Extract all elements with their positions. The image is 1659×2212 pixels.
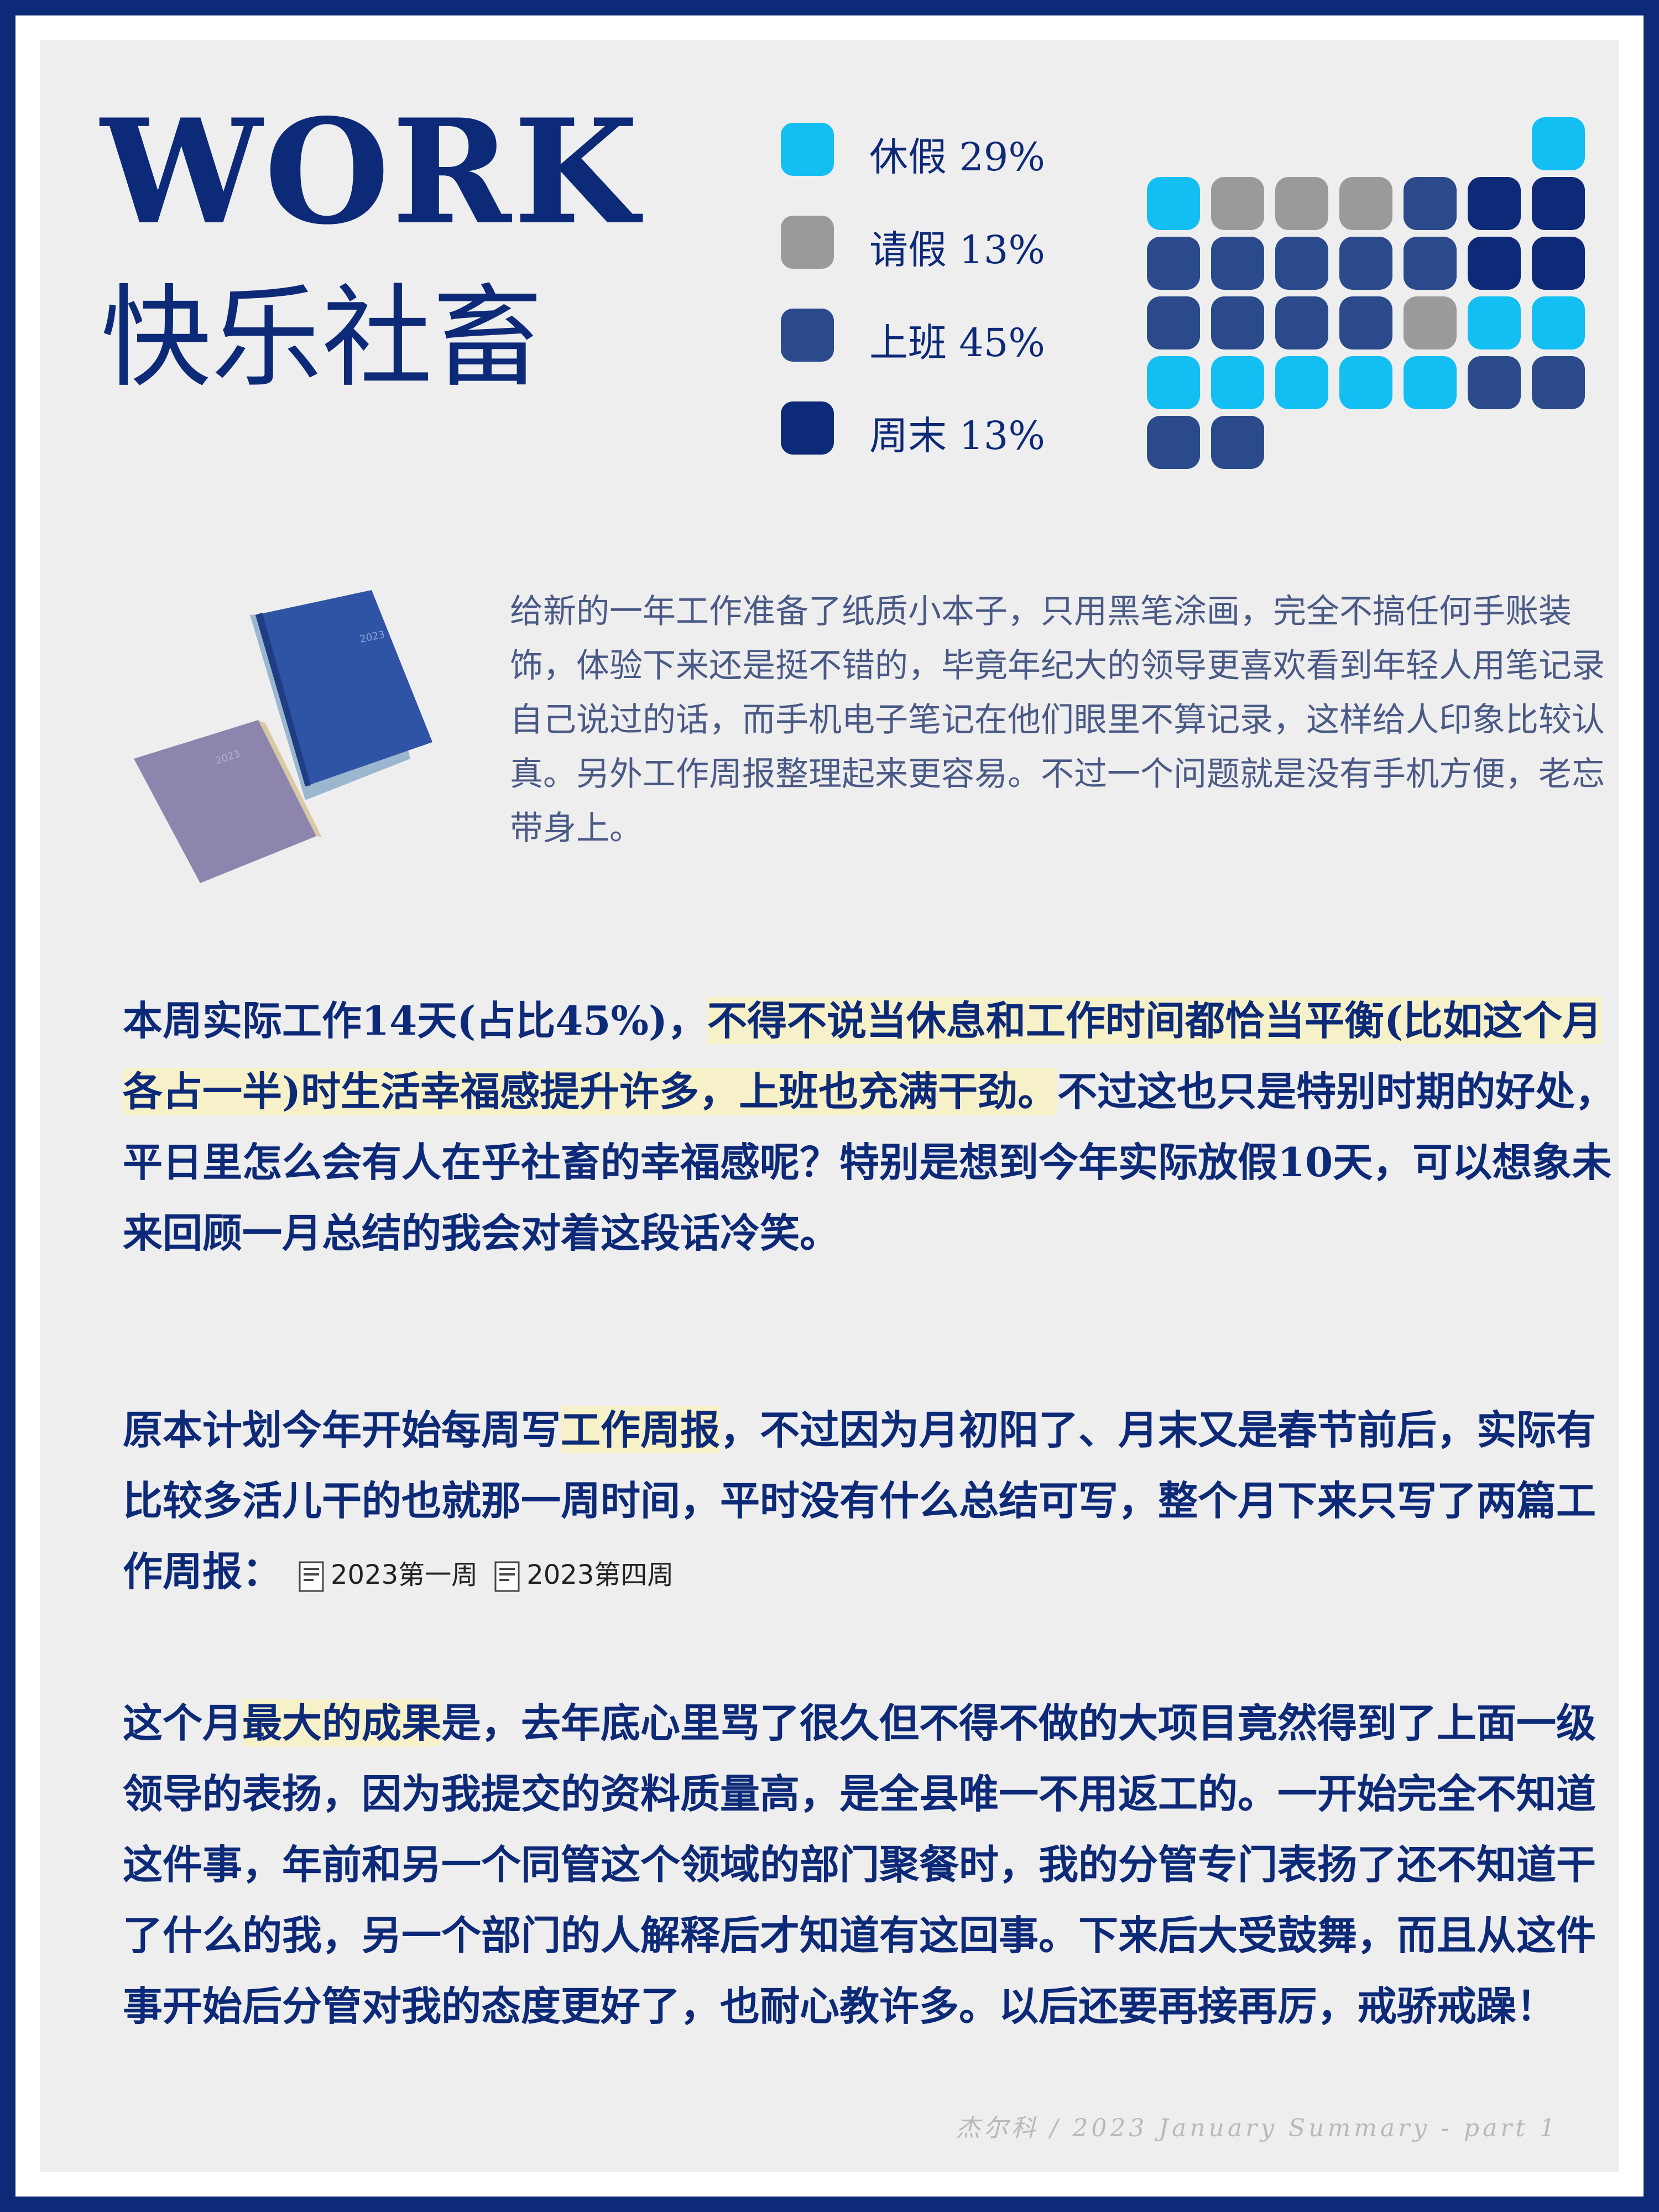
calendar-day-work [1211,416,1264,469]
calendar-day-work [1211,296,1264,349]
calendar-day-leave [1211,177,1264,230]
calendar-day-vacation [1275,356,1328,409]
notebook-purple-icon: 2023 [134,720,322,883]
document-icon [299,1561,324,1592]
paragraph-balance-text-a: 本周实际工作14天(占比45%)， [123,997,707,1044]
legend-label-vacation: 休假 29% [869,134,1045,180]
legend-label-work: 上班 45% [869,320,1045,366]
calendar-day-work [1275,237,1328,290]
calendar-day-vacation [1147,356,1200,409]
paragraph-report-text-b: ，不过因为月初阳了、月末又是春节前后，实际有比较多活儿干的也就那一周时间，平时没… [123,1406,1597,1595]
highlight-achievement: 最大的成果 [242,1699,442,1746]
doc-link-week1-label: 2023第一周 [331,1559,478,1590]
legend-swatch-vacation [781,123,834,176]
doc-link-week4[interactable]: 2023第四周 [494,1558,674,1592]
legend-item-leave: 请假 13% [781,216,1168,273]
paragraph-achievement: 这个月最大的成果是，去年底心里骂了很久但不得不做的大项目竟然得到了上面一级领导的… [123,1688,1627,2042]
outer-frame: WORK 快乐社畜 休假 29% 请假 13% 上班 45% 周末 13% [15,15,1644,2197]
legend-label-weekend: 周末 13% [869,413,1045,458]
calendar-day-weekend [1468,177,1521,230]
calendar-day-work [1147,296,1200,349]
paragraph-achievement-text-a: 这个月 [123,1699,243,1746]
calendar-day-vacation [1532,296,1585,349]
calendar-day-work [1147,416,1200,469]
paragraph-achievement-text-b: 是，去年底心里骂了很久但不得不做的大项目竟然得到了上面一级领导的表扬，因为我提交… [123,1699,1597,2030]
page: WORK 快乐社畜 休假 29% 请假 13% 上班 45% 周末 13% [40,40,1619,2172]
paragraph-report-text-a: 原本计划今年开始每周写 [123,1406,561,1453]
calendar-day-vacation [1404,356,1457,409]
calendar-day-vacation [1468,296,1521,349]
calendar-day-vacation [1147,177,1200,230]
calendar-day-work [1468,356,1521,409]
notebook-blue-icon: 2023 [255,590,432,786]
calendar-day-leave [1404,296,1457,349]
title-chinese: 快乐社畜 [101,274,544,403]
calendar-day-leave [1275,177,1328,230]
calendar-day-vacation [1532,117,1585,170]
calendar-day-vacation [1339,356,1392,409]
notebooks-photo: 2023 2023 [123,576,466,886]
legend-item-weekend: 周末 13% [781,401,1168,458]
title-work: WORK [101,88,641,257]
calendar-day-work [1211,237,1264,290]
calendar-day-work [1275,296,1328,349]
highlight-weekly-report: 工作周报 [561,1406,721,1453]
legend-swatch-work [781,309,834,362]
doc-link-week1[interactable]: 2023第一周 [299,1558,478,1592]
calendar-day-work [1339,237,1392,290]
legend-item-vacation: 休假 29% [781,123,1168,180]
calendar-day-work [1532,356,1585,409]
calendar-day-leave [1339,177,1392,230]
paragraph-weekly-report: 原本计划今年开始每周写工作周报，不过因为月初阳了、月末又是春节前后，实际有比较多… [123,1395,1627,1607]
calendar-day-work [1404,177,1457,230]
intro-text: 给新的一年工作准备了纸质小本子，只用黑笔涂画，完全不搞任何手账装饰，体验下来还是… [510,592,1605,848]
paragraph-balance: 本周实际工作14天(占比45%)，不得不说当休息和工作时间都恰当平衡(比如这个月… [123,985,1627,1269]
legend-swatch-leave [781,216,834,269]
legend-item-work: 上班 45% [781,309,1168,366]
calendar-day-weekend [1532,177,1585,230]
calendar-day-weekend [1468,237,1521,290]
legend-swatch-weekend [781,401,834,455]
calendar-day-work [1147,237,1200,290]
calendar-day-work [1404,237,1457,290]
legend-label-leave: 请假 13% [869,227,1045,273]
document-icon [494,1561,520,1592]
doc-link-week4-label: 2023第四周 [526,1559,674,1590]
calendar-day-vacation [1211,356,1264,409]
calendar-day-weekend [1532,237,1585,290]
month-calendar-grid [1147,117,1600,471]
paragraph-balance-text-b: 不过这也只是特别时期的好处，平日里怎么会有人在乎社畜的幸福感呢？特别是想到今年实… [123,1068,1615,1256]
footer-signature: 杰尔科 / 2023 January Summary - part 1 [956,2114,1558,2142]
calendar-day-work [1339,296,1392,349]
